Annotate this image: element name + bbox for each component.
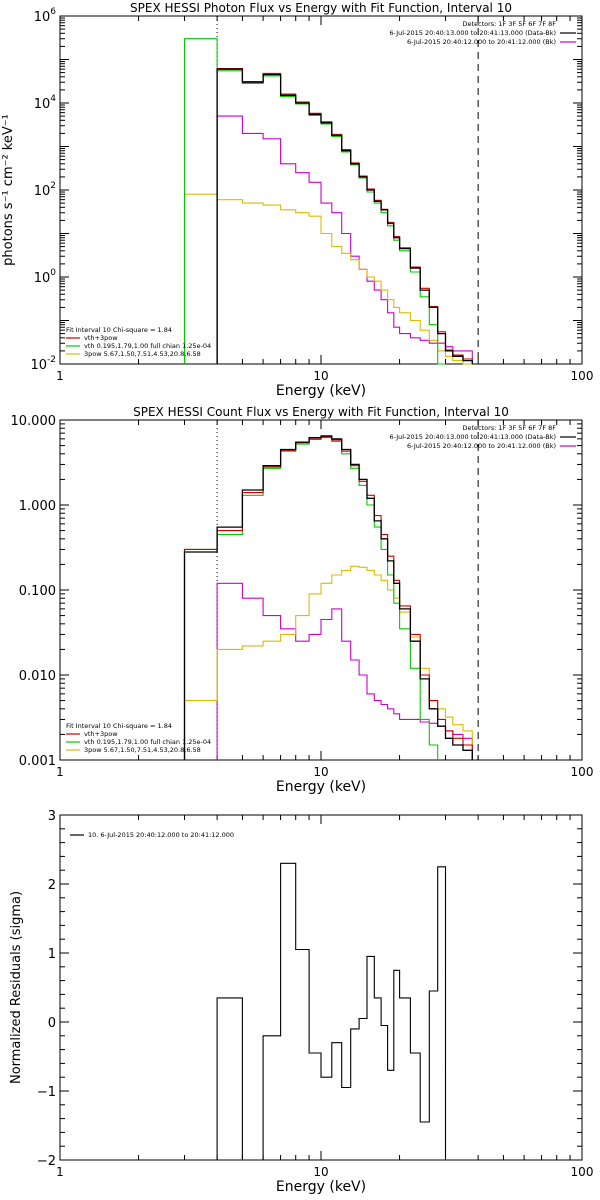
y-tick-label: 1 [48, 947, 56, 962]
y-axis-label: Normalized Residuals (sigma) [9, 891, 24, 1084]
y-tick-label: 3 [48, 809, 56, 824]
legend-entry: Detectors: 1F 3F 5F 6F 7F 8F [462, 424, 556, 432]
legend-entry: 6-Jul-2015 20:40:13.000 to 20:41:13.000 … [389, 29, 556, 37]
x-tick-label: 100 [571, 765, 594, 779]
legend-entry: 6-Jul-2015 20:40:12.000 to 20:41:12.000 … [407, 38, 556, 46]
y-tick-label: −1 [37, 1085, 56, 1100]
chart-title: SPEX HESSI Photon Flux vs Energy with Fi… [130, 1, 512, 15]
legend-entry: vth+3pow [84, 730, 118, 738]
legend-entry: Fit Interval 10 Chi-square = 1.84 [66, 722, 172, 730]
chart-panel-3: 1 10 100 Energy (keV) −2 −1 0 1 2 3 Normalized Res… [9, 809, 593, 1195]
x-tick-label: 1 [56, 369, 64, 383]
legend-entry: 6-Jul-2015 20:40:12.000 to 20:41:12.000 … [407, 442, 556, 450]
y-tick-label: 10.000 [11, 414, 57, 429]
legend-entry: 6-Jul-2015 20:40:13.000 to 20:41:13.000 … [389, 433, 556, 441]
series-line-3pow [183, 193, 473, 365]
y-tick-label: 0.100 [19, 584, 56, 599]
legend-entry: Fit Interval 10 Chi-square = 1.84 [66, 326, 172, 334]
x-tick-label: 1 [56, 765, 64, 779]
legend-entry: 3pow 5.67,1.50,7.51,4.53,20.8,6.58 [84, 350, 201, 358]
x-tick-label: 10 [313, 369, 328, 383]
legend-entry: 3pow 5.67,1.50,7.51,4.53,20.8,6.58 [84, 746, 201, 754]
legend-entry: vth 0.195,1.79,1.00 full chian 1.25e-04 [84, 738, 211, 746]
series-line-data-bk [216, 68, 473, 364]
chart-title: SPEX HESSI Count Flux vs Energy with Fit… [133, 405, 509, 419]
x-axis-label: Energy (keV) [276, 383, 366, 399]
series-line-bk [216, 115, 473, 364]
y-tick-label: −2 [37, 1154, 56, 1169]
x-tick-label: 1 [56, 1165, 64, 1179]
legend-entry: Detectors: 1F 3F 5F 6F 7F 8F [462, 20, 556, 28]
x-tick-label: 10 [313, 765, 328, 779]
y-tick-label: 0.010 [19, 669, 56, 684]
y-tick-label: 0 [48, 1016, 56, 1031]
legend-entry: vth 0.195,1.79,1.00 full chian 1.25e-04 [84, 342, 211, 350]
y-tick-label: 2 [48, 878, 56, 893]
series-line-10-6-jul-2015-20-40-12-000-to-20-41-12-000 [216, 862, 481, 1161]
y-tick-label: 1.000 [19, 499, 56, 514]
x-axis-label: Energy (keV) [276, 779, 366, 795]
series-line-data-bk [183, 435, 473, 760]
legend-entry: vth+3pow [84, 334, 118, 342]
y-tick-label: 0.001 [19, 754, 56, 769]
series-line-vth [183, 437, 439, 760]
chart-panel-2: SPEX HESSI Count Flux vs Energy with Fit… [11, 405, 594, 795]
x-tick-label: 100 [571, 369, 594, 383]
x-tick-label: 10 [313, 1165, 328, 1179]
y-axis-label: photons s⁻¹ cm⁻² keV⁻¹ [1, 114, 16, 266]
x-tick-label: 100 [571, 1165, 594, 1179]
x-axis-label: Energy (keV) [276, 1179, 366, 1195]
chart-panel-1: SPEX HESSI Photon Flux vs Energy with Fi… [1, 1, 593, 399]
legend-entry: 10. 6-Jul-2015 20:40:12.000 to 20:41:12.… [88, 831, 234, 839]
